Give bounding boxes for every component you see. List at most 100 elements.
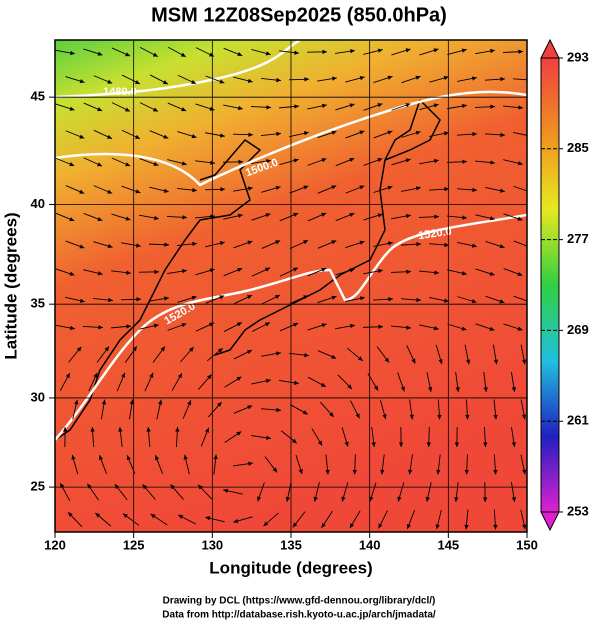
colorbar-tick-label: 261 [567, 413, 589, 428]
arrowhead [408, 469, 413, 475]
arrowhead [400, 386, 405, 392]
arrowhead [471, 243, 477, 248]
arrowhead [493, 469, 498, 475]
arrowhead [276, 351, 281, 356]
colorbar-tick-label: 277 [567, 231, 589, 246]
arrowhead [158, 399, 163, 405]
arrowhead [464, 524, 469, 530]
streamline [513, 185, 527, 192]
arrowhead [433, 48, 439, 53]
streamline [513, 240, 527, 247]
arrowhead [517, 326, 523, 331]
arrowhead [349, 103, 355, 108]
arrowhead [182, 215, 187, 220]
arrowhead [521, 414, 527, 420]
arrowhead [388, 297, 393, 302]
arrowhead [322, 49, 327, 55]
arrowhead [350, 323, 355, 329]
arrowhead [482, 497, 488, 502]
arrowhead [257, 496, 262, 502]
y-tick-label: 35 [31, 296, 45, 311]
arrowhead [125, 52, 131, 57]
arrowhead [489, 271, 495, 276]
arrowhead [181, 323, 187, 328]
arrowhead [462, 215, 467, 220]
arrowhead [415, 130, 421, 136]
arrowhead [511, 497, 517, 502]
arrowhead [471, 298, 477, 304]
credit: Drawing by DCL (https://www.gfd-dennou.o… [163, 596, 436, 607]
arrowhead [405, 48, 411, 53]
arrowhead [341, 496, 346, 502]
arrowhead [276, 407, 281, 413]
arrowhead [62, 427, 68, 432]
arrowhead [74, 399, 79, 405]
arrowhead [428, 386, 433, 392]
arrowhead [398, 442, 404, 447]
arrowhead [517, 161, 523, 166]
arrowhead [425, 496, 430, 502]
arrowhead [107, 189, 113, 194]
arrowhead [154, 455, 160, 461]
arrowhead [433, 326, 439, 331]
arrowhead [378, 268, 383, 274]
arrowhead [97, 216, 103, 222]
arrowhead [321, 323, 327, 328]
arrowhead [205, 427, 210, 433]
arrowhead [344, 441, 349, 447]
arrowhead [387, 75, 393, 80]
arrowhead [321, 267, 327, 272]
arrowhead [220, 187, 225, 192]
arrowhead [108, 297, 113, 303]
arrowhead [265, 51, 271, 56]
arrowhead [436, 469, 441, 475]
arrowhead [331, 295, 337, 300]
arrowhead [136, 243, 141, 248]
arrowhead [303, 240, 309, 245]
arrowhead [265, 213, 271, 218]
arrowhead [219, 241, 225, 246]
credit: Data from http://database.rish.kyoto-u.a… [162, 610, 436, 621]
arrowhead [219, 295, 225, 300]
arrowhead [266, 105, 271, 110]
arrowhead [462, 159, 467, 164]
arrowhead [472, 131, 477, 137]
arrowhead [406, 269, 411, 274]
arrowhead [285, 496, 290, 502]
streamline [513, 295, 527, 302]
arrowhead [387, 241, 393, 246]
arrowhead [444, 186, 449, 192]
arrowhead [331, 185, 337, 190]
arrowhead [461, 326, 467, 331]
arrowhead [465, 359, 471, 365]
arrowhead [70, 50, 75, 56]
arrowhead [472, 187, 477, 193]
arrowhead [187, 400, 192, 406]
arrowhead [164, 242, 169, 247]
arrowhead [349, 268, 355, 273]
arrowhead [320, 382, 326, 387]
arrowhead [213, 454, 218, 460]
arrowhead [247, 240, 253, 245]
arrowhead [153, 161, 159, 166]
arrowhead [129, 399, 134, 405]
arrowhead [490, 104, 495, 109]
arrowhead [236, 322, 242, 327]
arrowhead [406, 325, 411, 330]
arrowhead [246, 350, 252, 355]
arrowhead [69, 217, 75, 222]
arrowhead [65, 373, 70, 379]
arrowhead [107, 79, 113, 84]
arrowhead [274, 295, 280, 300]
arrowhead [409, 414, 414, 420]
arrowhead [79, 189, 85, 194]
arrowhead [490, 160, 495, 165]
arrowhead [378, 523, 383, 529]
arrowhead [265, 267, 271, 272]
arrowhead [489, 216, 495, 221]
arrowhead [521, 359, 527, 365]
contour-line [55, 213, 527, 441]
arrowhead [124, 107, 130, 112]
contour-label: 1520.0 [417, 226, 452, 243]
arrowhead [97, 162, 103, 167]
